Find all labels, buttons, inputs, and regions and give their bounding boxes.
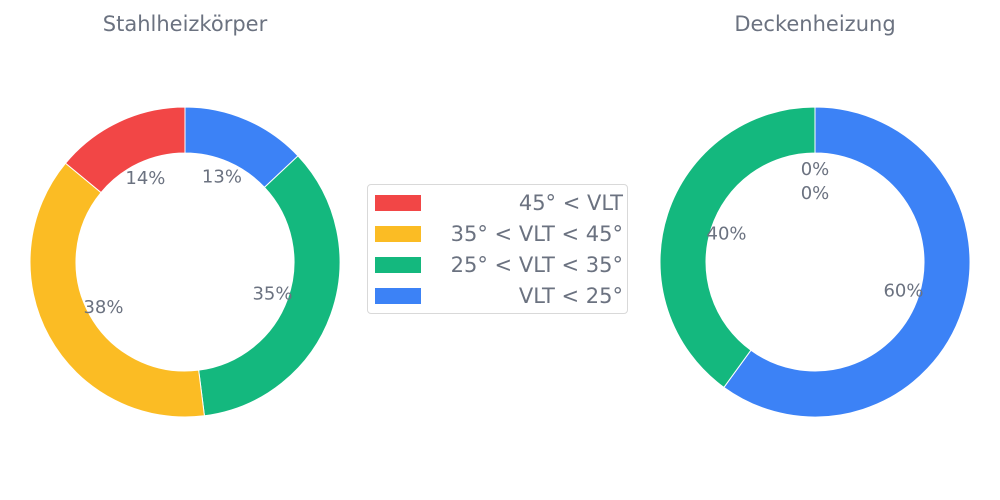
slice-percent-label: 40% bbox=[707, 223, 747, 244]
slice-percent-label: 60% bbox=[883, 281, 923, 302]
legend: 45° < VLT 35° < VLT < 45° 25° < VLT < 35… bbox=[367, 184, 628, 314]
legend-item: 25° < VLT < 35° bbox=[375, 253, 623, 277]
slice-percent-label: 38% bbox=[83, 297, 123, 318]
legend-item: 35° < VLT < 45° bbox=[375, 222, 623, 246]
slice-percent-label: 35% bbox=[252, 284, 292, 305]
legend-item: VLT < 25° bbox=[375, 284, 623, 308]
donut-slice bbox=[64, 106, 186, 194]
legend-item: 45° < VLT bbox=[375, 191, 623, 215]
chart-title-deckenheizung: Deckenheizung bbox=[734, 12, 895, 36]
slice-percent-label: 13% bbox=[202, 167, 242, 188]
legend-swatch bbox=[375, 288, 421, 304]
slice-percent-label: 0% bbox=[801, 183, 830, 204]
legend-swatch bbox=[375, 195, 421, 211]
donut-slice bbox=[723, 106, 971, 418]
legend-swatch bbox=[375, 226, 421, 242]
slice-percent-label: 0% bbox=[801, 159, 830, 180]
donut-slice bbox=[659, 106, 816, 389]
chart-title-stahlheizkoerper: Stahlheizkörper bbox=[103, 12, 268, 36]
legend-label: 25° < VLT < 35° bbox=[450, 253, 623, 277]
donut-stahlheizkoerper: 13% 35% 38% 14% bbox=[29, 106, 341, 418]
legend-label: VLT < 25° bbox=[518, 284, 623, 308]
legend-swatch bbox=[375, 257, 421, 273]
donut-deckenheizung: 60% 40% 0% 0% bbox=[659, 106, 971, 418]
donut-slice bbox=[198, 155, 341, 417]
donut-slice bbox=[29, 162, 205, 418]
legend-label: 35° < VLT < 45° bbox=[450, 222, 623, 246]
slice-percent-label: 14% bbox=[125, 168, 165, 189]
legend-label: 45° < VLT bbox=[518, 191, 623, 215]
